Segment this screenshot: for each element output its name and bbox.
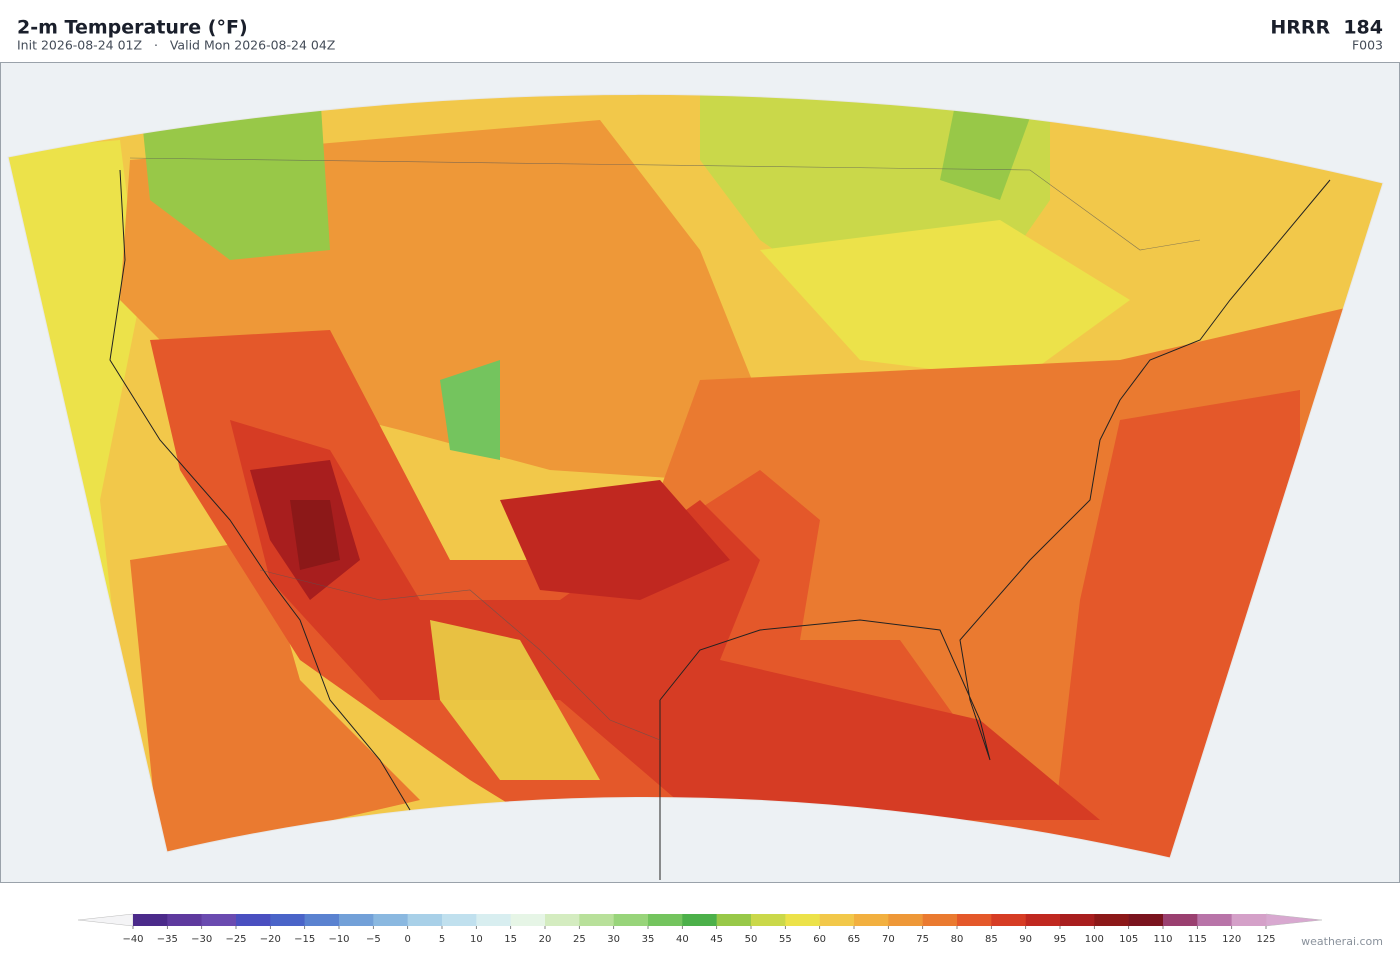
- colorbar-tick-label: −10: [328, 934, 349, 945]
- temperature-field: [8, 94, 1383, 859]
- colorbar-tick-label: −25: [225, 934, 246, 945]
- colorbar-tick-label: 115: [1188, 934, 1207, 945]
- colorbar-bin: [1128, 914, 1164, 926]
- colorbar-bin: [922, 914, 958, 926]
- map: [0, 62, 1400, 883]
- colorbar-tick-label: −20: [260, 934, 281, 945]
- colorbar-bin: [373, 914, 408, 926]
- colorbar-tick-label: 100: [1085, 934, 1104, 945]
- colorbar-bin: [304, 914, 340, 926]
- colorbar-tick-label: 65: [848, 934, 861, 945]
- borders: [129, 157, 1201, 741]
- colorbar-bin: [1025, 914, 1061, 926]
- colorbar-tick-label: 120: [1222, 934, 1241, 945]
- colorbar-bin: [854, 914, 889, 926]
- colorbar-bin: [201, 914, 237, 926]
- colorbar-bin: [442, 914, 477, 926]
- colorbar-tick-label: 35: [642, 934, 655, 945]
- title: 2-m Temperature (°F): [17, 17, 248, 39]
- colorbar-bin: [648, 914, 683, 926]
- colorbar-bin: [1197, 914, 1232, 926]
- colorbar-tick-label: 75: [916, 934, 929, 945]
- colorbar-bin: [1094, 914, 1129, 926]
- colorbar: −40 −35 −30 −25 −20 −15 −10 −5 0 5 10 15 20 25 30 35 40 4…: [77, 913, 1323, 945]
- colorbar-tick-label: 50: [745, 934, 758, 945]
- colorbar-bin: [167, 914, 202, 926]
- colorbar-tick-label: 10: [470, 934, 483, 945]
- colorbar-bin: [991, 914, 1026, 926]
- colorbar-bin: [476, 914, 511, 926]
- colorbar-tick-label: −5: [366, 934, 381, 945]
- colorbar-tick-label: 55: [779, 934, 792, 945]
- colorbar-tick-label: 20: [539, 934, 552, 945]
- colorbar-tick-label: 70: [882, 934, 895, 945]
- credit: weatherai.com: [1301, 935, 1383, 948]
- colorbar-bin: [339, 914, 374, 926]
- colorbar-tick-label: 85: [985, 934, 998, 945]
- colorbar-tick-label: 30: [607, 934, 620, 945]
- colorbar-bin: [1060, 914, 1095, 926]
- colorbar-bin: [888, 914, 923, 926]
- colorbar-tick-label: −40: [122, 934, 143, 945]
- colorbar-tick-label: 40: [676, 934, 689, 945]
- colorbar-tick-label: 80: [951, 934, 964, 945]
- coastlines: [109, 169, 1331, 880]
- colorbar-over: [1265, 913, 1323, 927]
- colorbar-bin: [751, 914, 786, 926]
- forecast-hour: F003: [1352, 38, 1383, 53]
- colorbar-bin: [545, 914, 580, 926]
- colorbar-bin: [682, 914, 717, 926]
- colorbar-tick-label: 15: [504, 934, 517, 945]
- colorbar-bin: [407, 914, 443, 926]
- colorbar-bin: [613, 914, 649, 926]
- colorbar-bin: [716, 914, 752, 926]
- colorbar-tick-label: 125: [1256, 934, 1275, 945]
- colorbar-tick-label: 60: [813, 934, 826, 945]
- colorbar-bin: [1231, 914, 1267, 926]
- colorbar-bin: [579, 914, 614, 926]
- colorbar-tick-label: 95: [1054, 934, 1067, 945]
- colorbar-bin: [133, 914, 168, 926]
- colorbar-bin: [819, 914, 855, 926]
- colorbar-tick-label: −15: [294, 934, 315, 945]
- colorbar-tick-label: 25: [573, 934, 586, 945]
- colorbar-bin: [510, 914, 546, 926]
- colorbar-tick-label: 90: [1019, 934, 1032, 945]
- colorbar-tick-label: 5: [439, 934, 445, 945]
- colorbar-tick-label: 105: [1119, 934, 1138, 945]
- model-label: HRRR 184: [1270, 17, 1383, 39]
- colorbar-tick-label: −30: [191, 934, 212, 945]
- colorbar-bin: [270, 914, 305, 926]
- colorbar-bin: [236, 914, 271, 926]
- colorbar-bin: [957, 914, 992, 926]
- colorbar-bin: [785, 914, 820, 926]
- colorbar-tick-label: 45: [710, 934, 723, 945]
- colorbar-tick-label: −35: [157, 934, 178, 945]
- colorbar-tick-label: 0: [404, 934, 410, 945]
- colorbar-tick-label: 110: [1153, 934, 1172, 945]
- colorbar-under: [77, 913, 134, 927]
- domain-outline: [7, 93, 1384, 859]
- colorbar-bin: [1163, 914, 1198, 926]
- subtitle: Init 2026-08-24 01Z · Valid Mon 2026-08-…: [17, 38, 335, 53]
